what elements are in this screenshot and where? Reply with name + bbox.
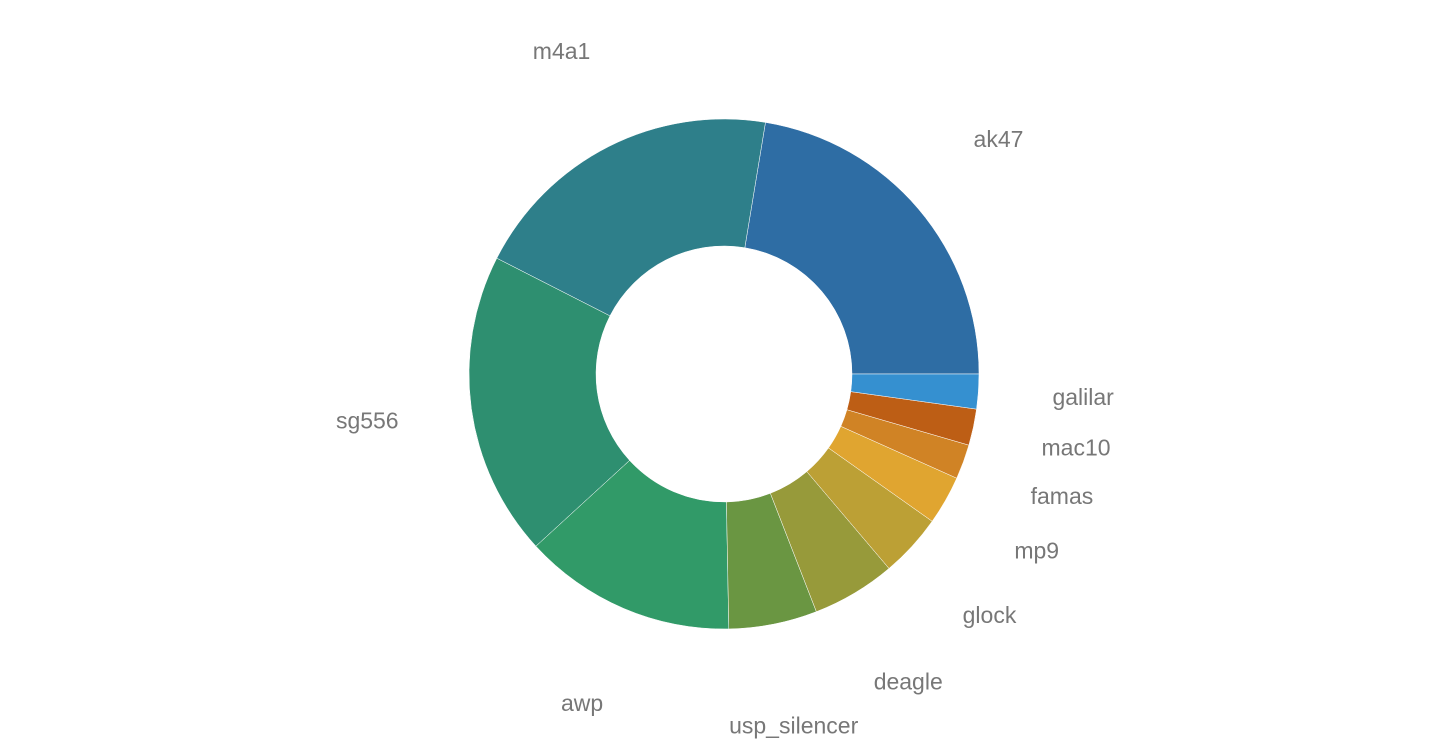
slice-label: famas	[1031, 483, 1094, 509]
slice-label: usp_silencer	[729, 712, 858, 738]
slice-label: mac10	[1042, 434, 1111, 460]
slice-label: galilar	[1052, 384, 1114, 410]
donut-slice	[535, 460, 730, 630]
donut-slice	[850, 373, 980, 410]
slice-label: awp	[561, 690, 603, 716]
slice-label: ak47	[974, 126, 1024, 152]
slice-label: m4a1	[533, 38, 591, 64]
donut-slice	[468, 257, 630, 547]
slice-label: mp9	[1014, 537, 1059, 563]
slice-label: deagle	[874, 668, 943, 694]
slice-label: sg556	[336, 408, 399, 434]
donut-slice	[744, 122, 980, 375]
donut-slice	[496, 118, 766, 317]
slice-label: glock	[963, 602, 1017, 628]
